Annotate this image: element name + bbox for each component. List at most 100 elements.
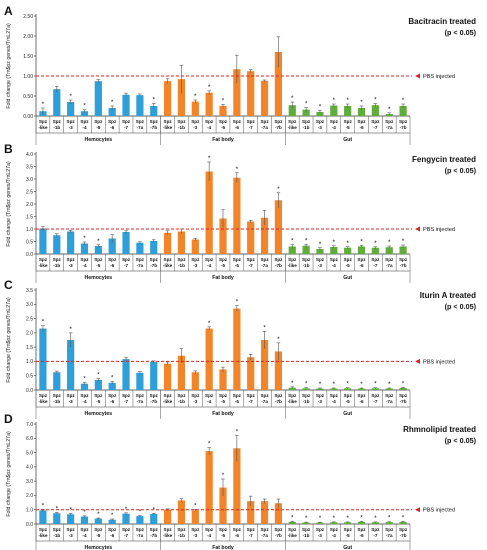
bar [94, 518, 102, 524]
x-tick-label: Spz -4 [205, 257, 214, 268]
bar [344, 247, 352, 254]
bar [385, 388, 393, 390]
x-tick-label: Spz -6 [108, 119, 117, 130]
reference-label: PBS injected [423, 508, 455, 514]
significance-star: * [346, 381, 349, 388]
y-tick-label: 0.50 [23, 94, 33, 100]
y-axis-label: Fold change (Tm$pz genes/TmL27a) [6, 297, 12, 383]
bar [302, 388, 310, 390]
bar [385, 522, 393, 524]
x-tick-label: Spz -6 [357, 393, 366, 404]
chart-panel-c: C Fold change (Tm$pz genes/TmL27a) 0.0 0.5 1… [4, 278, 477, 419]
chart-title: Bacitracin treated [408, 17, 476, 26]
x-tick-label: Spz -6 [233, 393, 242, 404]
significance-star: * [402, 380, 405, 387]
bar [53, 372, 61, 390]
y-axis-label: Fold change (Tm$pz genes/TmL27a) [6, 161, 12, 247]
bar [288, 521, 296, 524]
bar [316, 388, 324, 390]
x-tick-label: Spz -5 [219, 257, 228, 268]
panel-label: D [4, 412, 13, 426]
x-tick-label: Spz -7b [399, 257, 408, 268]
x-tick-label: Spz -3 [191, 257, 200, 268]
x-tick-label: Spz -3 [316, 257, 325, 268]
chart-panel-b: B Fold change (Tm$pz genes/TmL27a) 0.0 0.5 1… [4, 142, 477, 283]
bar [274, 503, 283, 524]
y-tick-label: 1.0 [26, 508, 33, 514]
significance-star: * [346, 240, 349, 247]
x-tick-label: Spz -6 [357, 527, 366, 538]
x-tick-label: Spz -6 [357, 257, 366, 268]
x-tick-label: Spz -5 [344, 257, 353, 268]
significance-star: * [291, 238, 294, 245]
y-tick-label: 2.00 [23, 34, 33, 40]
x-tick-label: Spz -5 [94, 527, 103, 538]
bar [122, 94, 130, 116]
significance-star: * [305, 237, 308, 244]
x-tick-label: Spz -7 [371, 257, 380, 268]
significance-star: * [208, 320, 211, 327]
y-tick-label: 0.5 [26, 239, 33, 245]
significance-star: * [374, 515, 377, 522]
x-tick-label: Spz -3 [67, 393, 76, 404]
x-tick-label: Spz -4 [80, 527, 89, 538]
bar [39, 328, 47, 390]
bar [288, 105, 296, 116]
bar [288, 387, 296, 390]
significance-star: * [236, 299, 239, 306]
x-tick-label: Spz -7b [274, 393, 283, 404]
significance-star: * [236, 428, 239, 435]
bar [53, 235, 61, 254]
x-tick-label: Spz -7b [399, 527, 408, 538]
bar [260, 80, 269, 116]
y-tick-label: 5.0 [26, 450, 33, 456]
bar [357, 388, 366, 390]
significance-star: * [305, 381, 308, 388]
bar [136, 242, 144, 254]
chart-subtitle: (p < 0.05) [445, 436, 477, 445]
x-tick-label: Spz -7a [260, 527, 269, 538]
y-tick-label: 1.00 [23, 74, 33, 80]
bar [219, 369, 227, 390]
x-tick-label: Spz -7b [150, 119, 159, 130]
group-label: Hemocytes [84, 275, 112, 281]
x-tick-label: Spz -like [163, 393, 173, 404]
group-label: Fat body [212, 275, 234, 281]
x-tick-label: Spz -7b [399, 393, 408, 404]
reference-label: PBS injected [423, 359, 455, 365]
y-tick-label: 1.0 [26, 227, 33, 233]
bar [344, 106, 352, 116]
significance-star: * [236, 166, 239, 173]
x-tick-label: Spz -4 [205, 119, 214, 130]
bar [150, 106, 158, 116]
significance-star: * [83, 235, 86, 242]
bar [80, 383, 89, 390]
x-tick-label: Spz -7b [274, 257, 283, 268]
significance-star: * [111, 99, 114, 106]
group-label: Fat body [212, 411, 234, 417]
bar [67, 340, 75, 390]
y-tick-label: 3.5 [26, 164, 33, 170]
x-tick-label: Spz -6 [357, 119, 366, 130]
significance-star: * [222, 97, 225, 104]
bar [233, 69, 241, 116]
bar [288, 246, 296, 254]
significance-star: * [208, 155, 211, 162]
bar [233, 177, 241, 254]
bar [122, 232, 130, 254]
bar [80, 516, 89, 524]
x-tick-label: Spz -4 [330, 119, 339, 130]
x-tick-label: Spz -5 [344, 119, 353, 130]
x-tick-label: Spz -1b [53, 527, 62, 538]
significance-star: * [291, 95, 294, 102]
group-label: Hemocytes [84, 411, 112, 417]
panel-label: C [4, 278, 13, 292]
bar [233, 308, 241, 390]
bar [357, 246, 366, 254]
y-axis-label: Fold change (Tm$pz genes/TmL27a) [6, 23, 12, 109]
y-tick-label: 2.0 [26, 493, 33, 499]
y-tick-label: 2.0 [26, 202, 33, 208]
bar [94, 380, 102, 390]
significance-star: * [346, 97, 349, 104]
